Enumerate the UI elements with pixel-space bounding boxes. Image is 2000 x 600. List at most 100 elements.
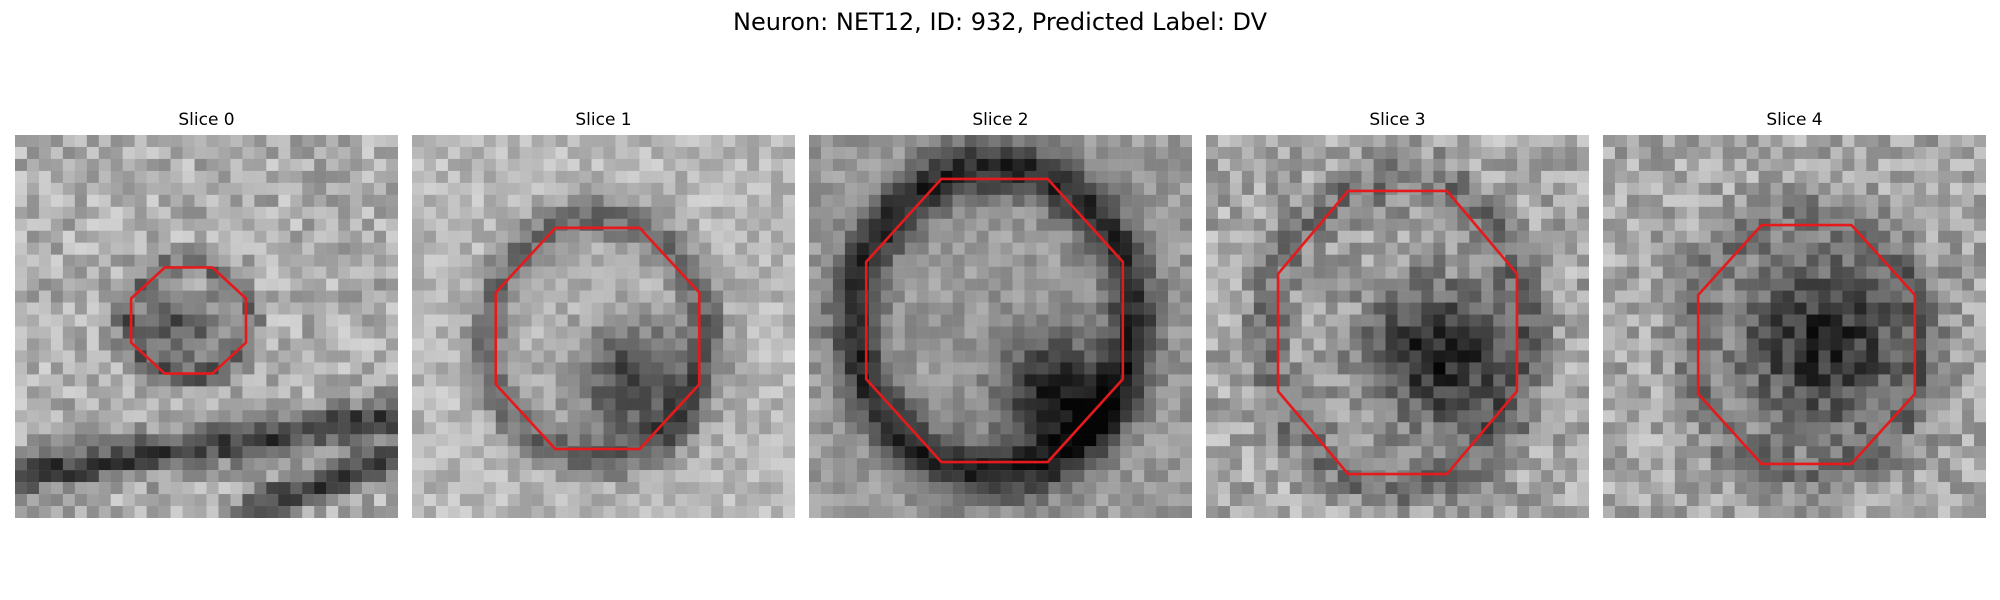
image-pixel xyxy=(711,254,724,267)
image-pixel xyxy=(350,338,363,351)
image-pixel xyxy=(302,170,315,184)
image-pixel xyxy=(86,326,100,339)
image-pixel xyxy=(543,326,556,339)
image-pixel xyxy=(146,158,159,172)
image-pixel xyxy=(567,242,580,255)
image-pixel xyxy=(1217,434,1231,447)
image-pixel xyxy=(86,398,100,411)
image-pixel xyxy=(1229,182,1243,196)
image-pixel xyxy=(1758,446,1771,459)
image-pixel xyxy=(904,338,917,351)
image-pixel xyxy=(1096,434,1109,447)
image-pixel xyxy=(326,422,339,435)
image-pixel xyxy=(952,434,965,447)
image-pixel xyxy=(1481,362,1494,375)
image-pixel xyxy=(483,278,497,291)
image-pixel xyxy=(1517,362,1530,375)
image-pixel xyxy=(1914,350,1927,363)
image-pixel xyxy=(809,278,822,291)
image-pixel xyxy=(278,386,291,399)
image-pixel xyxy=(1974,158,1986,172)
image-pixel xyxy=(1710,350,1723,363)
image-pixel xyxy=(1325,242,1338,255)
image-pixel xyxy=(1024,446,1037,459)
image-pixel xyxy=(1060,494,1073,507)
image-pixel xyxy=(290,242,303,255)
image-pixel xyxy=(314,242,327,255)
image-pixel xyxy=(1156,218,1169,231)
image-pixel xyxy=(916,278,929,291)
image-pixel xyxy=(1698,314,1711,327)
image-pixel xyxy=(1409,230,1422,243)
image-pixel xyxy=(266,506,279,518)
image-pixel xyxy=(1060,266,1073,279)
image-pixel xyxy=(1000,350,1013,363)
image-pixel xyxy=(1842,170,1855,184)
image-pixel xyxy=(447,170,461,184)
image-pixel xyxy=(687,482,700,495)
image-pixel xyxy=(1722,374,1735,387)
image-pixel xyxy=(1902,374,1915,387)
image-pixel xyxy=(86,194,100,208)
image-pixel xyxy=(1722,135,1735,148)
image-pixel xyxy=(74,326,88,339)
image-pixel xyxy=(471,254,485,267)
image-pixel xyxy=(904,494,917,507)
image-pixel xyxy=(483,242,497,255)
image-pixel xyxy=(26,434,40,447)
image-pixel xyxy=(1758,182,1771,196)
image-pixel xyxy=(904,410,917,423)
image-pixel xyxy=(459,314,473,327)
image-pixel xyxy=(723,338,736,351)
image-pixel xyxy=(50,254,64,267)
image-pixel xyxy=(940,135,953,148)
image-pixel xyxy=(158,386,171,399)
image-pixel xyxy=(1457,422,1470,435)
image-pixel xyxy=(1614,266,1628,279)
image-pixel xyxy=(471,290,485,303)
image-pixel xyxy=(1626,194,1640,208)
image-pixel xyxy=(26,374,40,387)
image-pixel xyxy=(98,242,111,255)
image-pixel xyxy=(820,482,834,495)
image-pixel xyxy=(1890,278,1903,291)
image-pixel xyxy=(1806,338,1819,351)
image-pixel xyxy=(1603,302,1616,315)
image-pixel xyxy=(651,230,664,243)
image-pixel xyxy=(1168,350,1181,363)
image-pixel xyxy=(603,266,616,279)
image-pixel xyxy=(1541,314,1554,327)
image-pixel xyxy=(1397,230,1410,243)
image-pixel xyxy=(832,458,846,471)
image-pixel xyxy=(723,302,736,315)
image-pixel xyxy=(1168,158,1181,172)
image-pixel xyxy=(759,338,772,351)
image-pixel xyxy=(374,482,387,495)
image-pixel xyxy=(1638,206,1652,220)
image-pixel xyxy=(940,434,953,447)
image-pixel xyxy=(591,158,604,172)
image-pixel xyxy=(182,374,195,387)
image-pixel xyxy=(1974,278,1986,291)
image-pixel xyxy=(1758,254,1771,267)
image-pixel xyxy=(1289,326,1302,339)
image-pixel xyxy=(1421,494,1434,507)
image-pixel xyxy=(832,434,846,447)
image-pixel xyxy=(952,206,965,220)
image-pixel xyxy=(1662,374,1676,387)
image-pixel xyxy=(1060,182,1073,196)
image-pixel xyxy=(471,494,485,507)
image-pixel xyxy=(1577,242,1589,255)
image-pixel xyxy=(1433,314,1446,327)
image-pixel xyxy=(1132,458,1145,471)
image-pixel xyxy=(771,230,784,243)
image-pixel xyxy=(844,302,858,315)
image-pixel xyxy=(326,135,339,148)
image-pixel xyxy=(567,410,580,423)
image-pixel xyxy=(976,314,989,327)
image-pixel xyxy=(1048,254,1061,267)
image-pixel xyxy=(759,194,772,208)
image-pixel xyxy=(1409,434,1422,447)
image-pixel xyxy=(1650,302,1664,315)
image-pixel xyxy=(1962,278,1975,291)
